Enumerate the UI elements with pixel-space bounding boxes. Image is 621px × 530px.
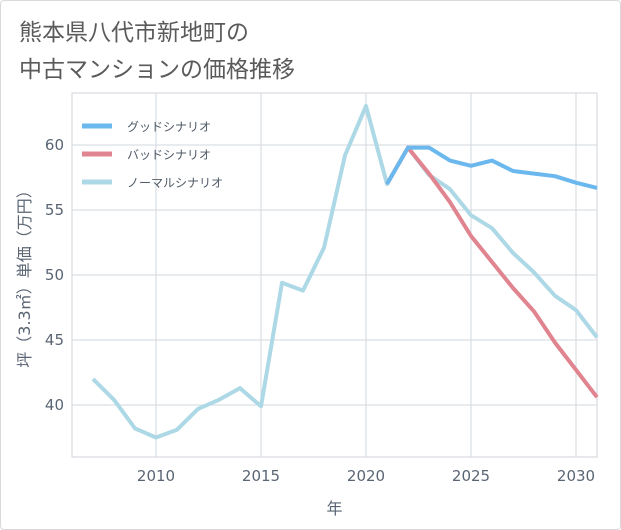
legend-label: グッドシナリオ	[127, 120, 211, 134]
x-tick-label: 2010	[137, 467, 175, 485]
x-tick-label: 2015	[242, 467, 280, 485]
y-tick-label: 60	[45, 136, 64, 154]
y-tick-label: 55	[45, 201, 64, 219]
y-tick-label: 40	[45, 396, 64, 414]
axis-ticks: 2010 2015 2020 2025 2030 40 45 50 55 60	[45, 136, 595, 485]
x-tick-label: 2030	[557, 467, 595, 485]
series-line-2	[91, 104, 599, 440]
series-line-1	[385, 145, 599, 399]
y-tick-label: 50	[45, 266, 64, 284]
y-axis-title: 坪（3.3㎡）単価（万円）	[15, 182, 34, 367]
x-axis-title: 年	[326, 499, 342, 518]
chart-title-line-2: 中古マンションの価格推移	[19, 57, 295, 83]
x-tick-label: 2025	[452, 467, 490, 485]
chart-title: 熊本県八代市新地町の 中古マンションの価格推移	[19, 15, 579, 89]
x-tick-label: 2020	[347, 467, 385, 485]
y-tick-label: 45	[45, 331, 64, 349]
series-line-0	[385, 145, 598, 190]
series-lines	[91, 104, 599, 440]
chart-title-line-1: 熊本県八代市新地町の	[19, 20, 249, 46]
legend-label: バッドシナリオ	[127, 148, 211, 162]
legend-label: ノーマルシナリオ	[127, 176, 223, 190]
